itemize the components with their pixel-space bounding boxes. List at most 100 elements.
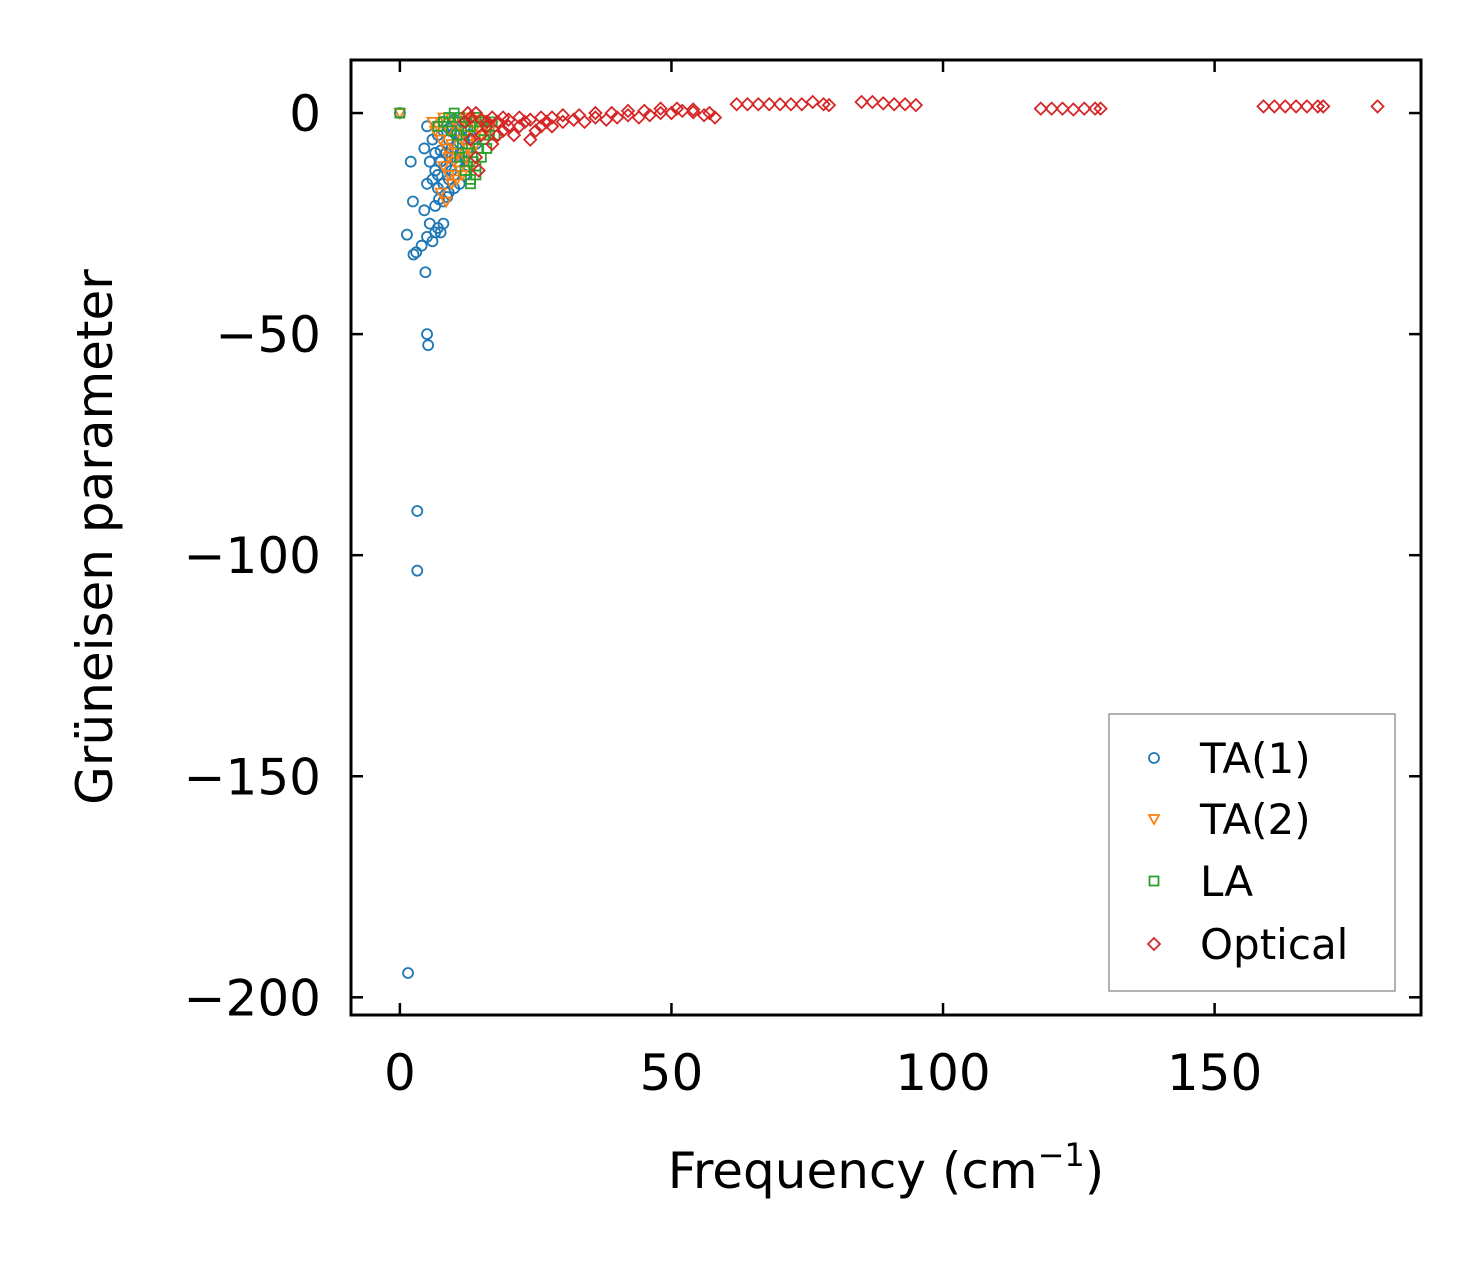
data-point [1288,99,1304,114]
data-point [495,123,511,139]
y-tick-label: 0 [289,85,321,143]
data-point [402,967,414,979]
data-point [437,217,450,230]
data-point [1076,101,1092,116]
legend-item: TA(1) [1148,734,1311,783]
y-tick-label: −50 [215,306,321,364]
data-point [421,328,433,341]
data-point [876,96,891,111]
data-point [446,125,457,137]
data-point [457,114,473,130]
legend-marker [1147,814,1161,826]
data-point [1256,99,1271,114]
legend: TA(1) TA(2) LA Optical [1108,713,1396,992]
plot-frame [349,58,1423,1017]
data-point [707,110,723,125]
tick-layer: 0 50 100 150 0 −50 −100 −150 −200 [184,60,1421,1102]
data-point [528,123,543,139]
legend-box [1108,713,1396,992]
data-point [432,169,444,181]
data-point [463,110,478,125]
y-tick-label: −100 [184,527,321,585]
data-point [751,96,766,112]
data-point [444,139,459,151]
data-point [854,94,869,110]
data-point [439,196,453,209]
data-point [411,505,424,517]
data-point [468,149,484,165]
legend-item: Optical [1146,920,1348,969]
data-point [411,564,424,577]
series-Optical [457,94,1385,178]
data-point [407,248,420,261]
data-point [1310,99,1326,114]
data-point [772,96,788,112]
data-point [604,105,619,121]
legend-label: TA(1) [1199,734,1311,783]
y-axis-label: Grüneisen parameter [66,269,124,805]
data-point [783,96,799,112]
data-point [454,151,466,163]
data-point [404,155,417,168]
data-point [588,105,603,121]
data-point [1044,101,1059,116]
data-point [533,119,549,134]
data-point [471,163,486,178]
data-point [1315,99,1331,114]
data-point [459,165,471,176]
data-point [512,119,527,134]
data-point [434,187,448,200]
data-point [675,103,690,119]
data-point [517,114,533,130]
data-point [479,114,495,130]
legend-marker [1148,875,1160,887]
data-point [434,134,448,147]
data-point [1055,101,1070,116]
legend-marker [1146,936,1162,952]
data-point [450,174,464,187]
data-point [1087,101,1103,116]
data-point [897,96,913,112]
data-point [685,104,701,120]
data-point [702,105,717,121]
legend-items: TA(1) TA(2) LA Optical [1146,734,1348,969]
data-point [463,132,478,147]
data-point [729,96,744,112]
legend-item: TA(2) [1147,795,1311,844]
y-tick-label: −150 [184,748,321,806]
data-point [465,178,476,190]
data-point [1370,99,1385,114]
data-point [653,101,668,116]
data-point [442,152,456,165]
legend-label: TA(2) [1199,795,1311,844]
x-tick-label: 150 [1167,1044,1262,1102]
data-point [432,120,444,132]
data-point [512,110,527,125]
data-point [620,103,636,119]
data-point [1277,99,1293,114]
data-point [637,103,652,119]
data-point [394,107,406,119]
x-tick-label: 100 [895,1044,990,1102]
data-point [456,138,468,150]
y-tick-label: −200 [184,969,321,1027]
data-point [886,96,902,112]
data-point [436,161,450,173]
data-point [740,96,755,112]
data-point [415,239,428,252]
data-point [1066,102,1081,117]
data-point [439,143,453,156]
data-point [475,151,487,163]
data-point [1033,101,1049,116]
data-point [418,142,431,155]
data-point [865,94,880,110]
x-tick-label: 0 [384,1044,416,1102]
data-point [407,195,419,208]
data-point [1299,99,1315,114]
data-layer [393,94,1385,979]
legend-item: LA [1148,857,1253,906]
legend-label: LA [1200,857,1253,906]
data-point [533,110,549,125]
